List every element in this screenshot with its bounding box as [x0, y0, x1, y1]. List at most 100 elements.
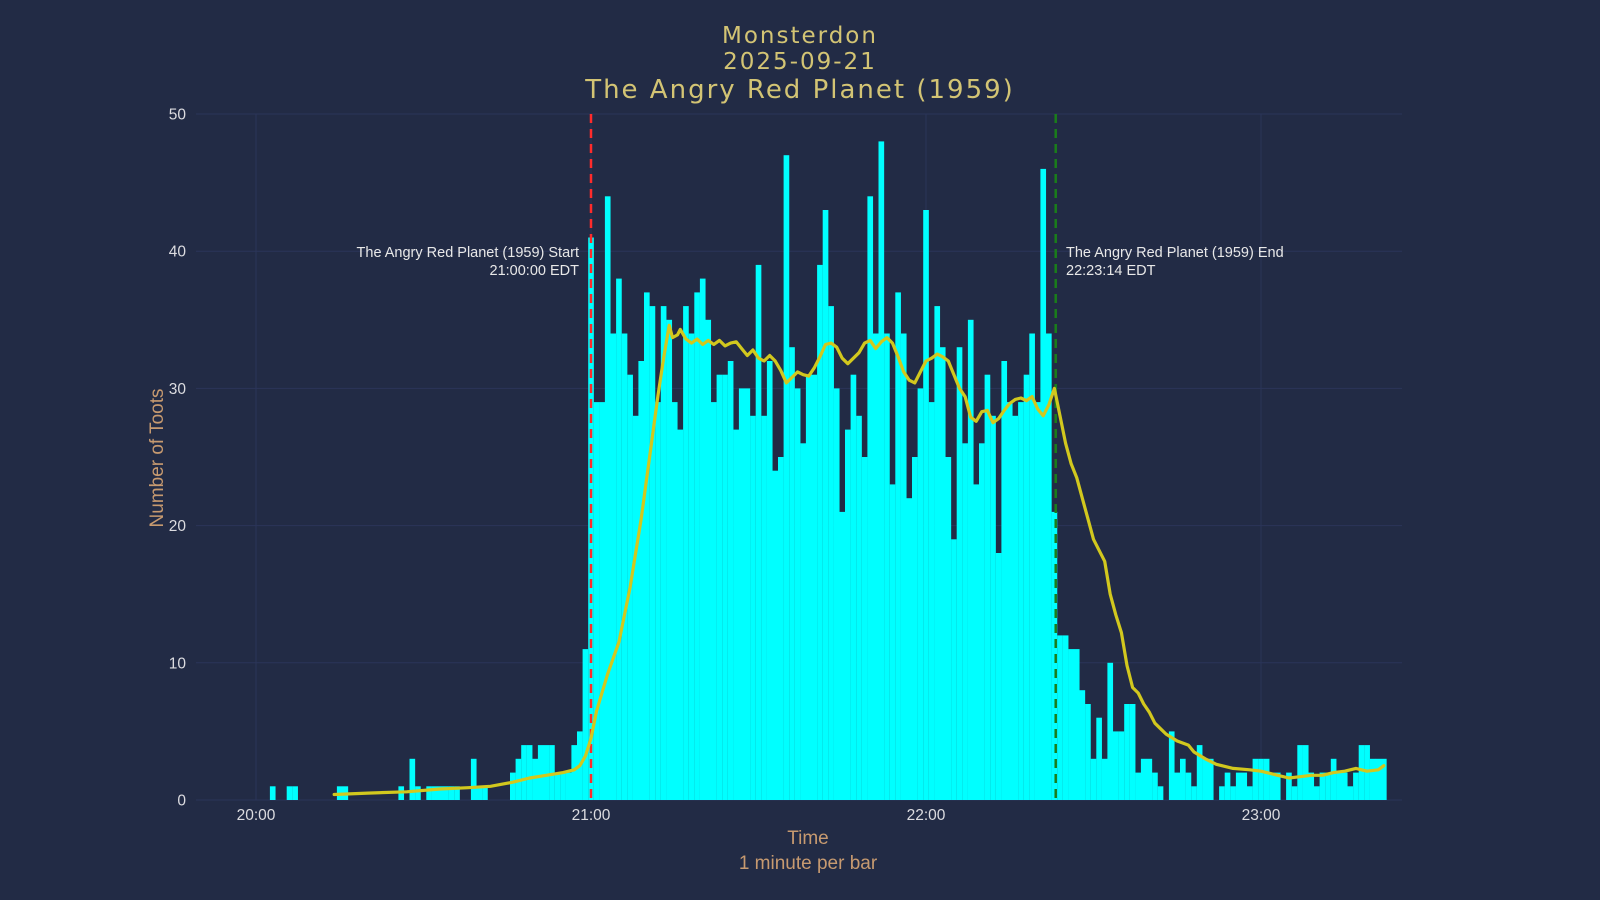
bar: [655, 402, 661, 800]
bar: [1286, 772, 1292, 800]
y-tick-label: 10: [169, 655, 187, 672]
bar: [906, 498, 913, 800]
bar: [1023, 374, 1030, 800]
bar: [839, 511, 846, 800]
bar: [1291, 786, 1298, 800]
bar: [1330, 758, 1337, 800]
bar: [984, 374, 991, 800]
bar: [1353, 772, 1359, 800]
bar: [543, 745, 550, 800]
bar: [1185, 772, 1192, 800]
bar: [995, 553, 1002, 800]
y-tick-label: 20: [169, 518, 187, 535]
bar: [1146, 758, 1153, 800]
bar-series: [269, 141, 1387, 801]
bar: [582, 649, 589, 800]
bar: [1207, 758, 1214, 800]
bar: [694, 292, 700, 800]
bar: [783, 155, 790, 800]
bar: [1308, 772, 1315, 800]
bar: [560, 772, 566, 800]
y-tick-label: 50: [169, 107, 187, 124]
bar: [1174, 772, 1181, 800]
bar: [733, 429, 740, 800]
bar: [683, 306, 689, 800]
bar: [1369, 758, 1376, 800]
bar: [1381, 758, 1387, 800]
bar: [571, 745, 578, 800]
bar: [711, 402, 717, 800]
bar: [632, 415, 639, 800]
bar: [928, 402, 935, 800]
bar: [778, 457, 784, 800]
bar: [537, 745, 544, 800]
bar: [1096, 717, 1102, 800]
bar: [454, 786, 460, 800]
bar: [699, 278, 706, 801]
bar: [638, 361, 645, 800]
bar: [828, 306, 834, 800]
bar: [1157, 786, 1164, 800]
end-annotation-line-1: The Angry Red Planet (1959) End: [1066, 245, 1284, 261]
y-tick-label: 0: [177, 793, 186, 810]
bar: [1057, 635, 1063, 800]
bar: [1051, 511, 1058, 800]
bar: [671, 402, 678, 800]
bar: [766, 361, 773, 800]
bar: [644, 292, 650, 800]
bar: [939, 347, 946, 800]
x-tick-label: 21:00: [572, 807, 611, 824]
bar: [817, 264, 823, 800]
bar: [565, 772, 572, 800]
bar: [1269, 772, 1276, 800]
start-annotation-line-2: 21:00:00 EDT: [490, 263, 580, 279]
bar: [772, 470, 779, 800]
y-axis-tick-labels: 0 10 20 30 40 50: [169, 107, 187, 810]
bar: [1375, 758, 1382, 800]
bar: [443, 786, 449, 800]
bar: [431, 786, 438, 800]
bar: [1202, 758, 1209, 800]
bar: [554, 772, 561, 800]
bar: [476, 786, 483, 800]
bar: [1358, 745, 1365, 800]
bar: [1046, 333, 1052, 800]
start-annotation-line-1: The Angry Red Planet (1959) Start: [357, 245, 579, 261]
bar: [660, 306, 667, 800]
chart-title-line-1: Monsterdon: [722, 23, 878, 49]
bar: [521, 745, 527, 800]
bar: [482, 786, 488, 800]
bar: [666, 319, 673, 800]
bar: [1180, 758, 1186, 800]
bar: [1129, 704, 1136, 800]
bar: [286, 786, 293, 800]
bar: [878, 141, 885, 800]
bar: [292, 786, 298, 800]
bar: [738, 388, 745, 800]
bar: [599, 402, 606, 800]
bar: [962, 443, 968, 800]
bar: [845, 429, 851, 800]
x-tick-label: 23:00: [1242, 807, 1281, 824]
bar: [1079, 690, 1086, 800]
bar: [956, 347, 963, 800]
bar: [1297, 745, 1303, 800]
bar: [1263, 758, 1270, 800]
bar: [649, 306, 656, 800]
bar: [945, 457, 952, 800]
bar: [1191, 786, 1197, 800]
bar: [1247, 786, 1253, 800]
bar: [1152, 772, 1158, 800]
bar: [1113, 731, 1119, 800]
bar: [1230, 786, 1236, 800]
bar: [1168, 731, 1175, 800]
bar: [833, 388, 840, 800]
bar: [677, 429, 684, 800]
bar: [1090, 758, 1097, 800]
rolling-average-line: [332, 323, 1386, 797]
bar: [951, 539, 957, 800]
bar: [1347, 786, 1354, 800]
chart-title-line-3: The Angry Red Planet (1959): [584, 75, 1015, 105]
bar: [861, 457, 868, 800]
